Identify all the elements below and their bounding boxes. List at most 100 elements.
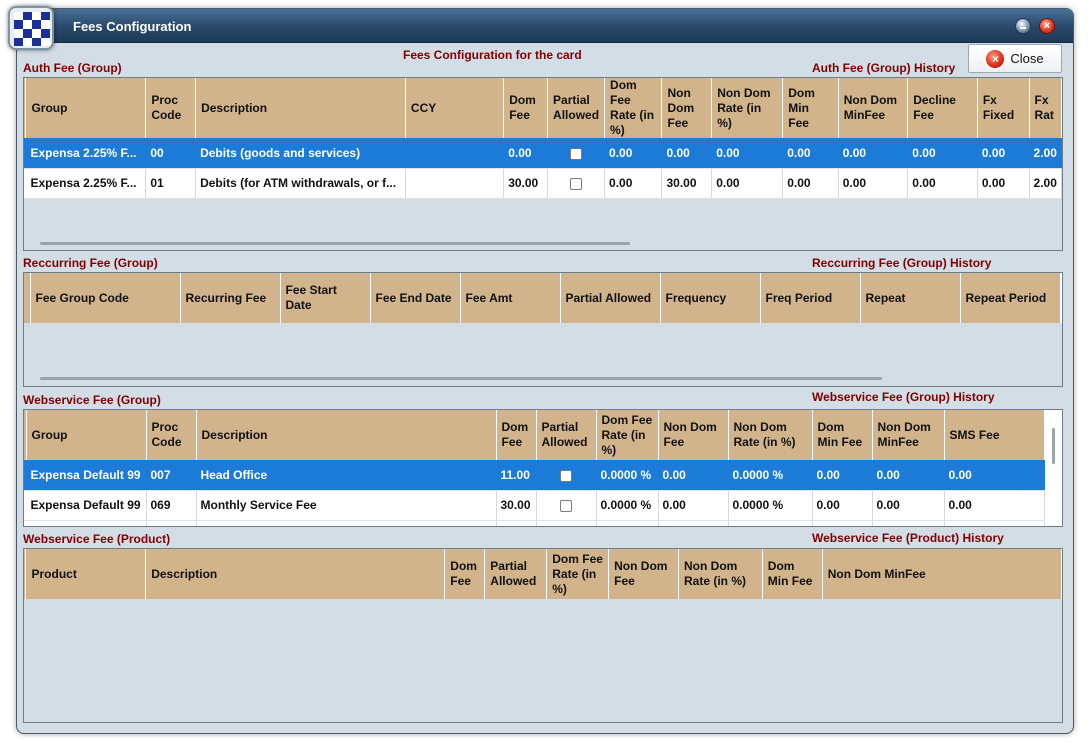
column-header[interactable]: Non Dom MinFee <box>838 78 909 138</box>
column-header[interactable]: Group <box>26 410 147 460</box>
webservice-group-vertical-scrollbar[interactable] <box>1052 428 1055 464</box>
column-header[interactable]: Non Dom Fee <box>658 410 729 460</box>
column-header[interactable]: Partial Allowed <box>536 410 597 460</box>
auth-fee-table: Group Proc Code Description CCY Dom Fee … <box>24 78 1062 199</box>
cell-decline-fee: 0.00 <box>907 168 978 199</box>
webservice-group-table: Group Proc Code Description Dom Fee Part… <box>24 410 1045 526</box>
column-header[interactable]: Group <box>25 78 147 138</box>
partial-allowed-checkbox[interactable] <box>570 147 583 160</box>
table-row[interactable]: Expensa Default 99 007 Head Office 11.00… <box>24 460 1045 491</box>
column-header[interactable]: Partial Allowed <box>484 549 548 599</box>
cell-fx-fixed: 0.00 <box>977 138 1030 169</box>
column-header[interactable]: Fee Start Date <box>280 273 371 323</box>
title-bar: Fees Configuration × <box>17 9 1073 43</box>
column-header[interactable]: Dom Fee <box>503 78 549 138</box>
app-logo-icon <box>14 12 50 46</box>
cell-non-dom-rate: 0.0000 % <box>728 490 813 521</box>
table-row[interactable]: Expensa 2.25% F... 00 Debits (goods and … <box>24 138 1062 169</box>
column-header[interactable]: Product <box>25 549 147 599</box>
column-header[interactable]: Dom Fee <box>444 549 486 599</box>
cell-dom-min-fee: 0.00 <box>782 168 839 199</box>
column-header[interactable]: Non Dom Fee <box>608 549 679 599</box>
cell-proc-code: 007 <box>146 460 197 491</box>
column-header[interactable]: Repeat <box>860 273 961 323</box>
column-header[interactable]: Fee End Date <box>370 273 461 323</box>
partial-allowed-checkbox[interactable] <box>560 499 572 512</box>
column-header[interactable]: Frequency <box>660 273 761 323</box>
column-header[interactable]: Recurring Fee <box>180 273 281 323</box>
column-header[interactable]: Non Dom MinFee <box>822 549 1062 599</box>
cell-ccy <box>405 168 505 199</box>
cell-dom-fee: 11.00 <box>496 460 537 491</box>
auth-fee-grid: Group Proc Code Description CCY Dom Fee … <box>23 77 1063 251</box>
cell-description: Monthly Service Fee <box>196 490 497 521</box>
window-close-button[interactable]: × <box>1039 18 1055 34</box>
webservice-product-history-link[interactable]: Webservice Fee (Product) History <box>812 531 1004 545</box>
cell-proc-code: 069 <box>146 490 197 521</box>
column-header[interactable]: SMS Fee <box>944 410 1045 460</box>
column-header[interactable]: Proc Code <box>145 78 197 138</box>
cell-dom-fee-rate: 0.00 <box>604 138 663 169</box>
column-header[interactable]: Partial Allowed <box>547 78 606 138</box>
cell-non-dom-fee: 30.00 <box>661 168 713 199</box>
column-header[interactable]: Non Dom Fee <box>661 78 713 138</box>
cell-proc-code: 01 <box>145 168 197 199</box>
column-header[interactable]: Fee Group Code <box>30 273 181 323</box>
cell-group: Expensa 2.25% F... <box>25 138 147 169</box>
recurring-fee-grid: Fee Group Code Recurring Fee Fee Start D… <box>23 272 1063 387</box>
column-header[interactable]: Non Dom MinFee <box>872 410 945 460</box>
minimize-button[interactable] <box>1015 18 1031 34</box>
column-header[interactable]: Dom Fee Rate (in %) <box>604 78 663 138</box>
column-header[interactable]: Decline Fee <box>907 78 978 138</box>
column-header[interactable]: Fee Amt <box>460 273 561 323</box>
column-header[interactable]: Non Dom Rate (in %) <box>678 549 763 599</box>
cell-group: Expensa Default 99 <box>26 490 147 521</box>
recurring-fee-history-link[interactable]: Reccurring Fee (Group) History <box>812 256 992 270</box>
page-subtitle: Fees Configuration for the card <box>403 48 582 62</box>
column-header[interactable]: Description <box>196 410 497 460</box>
cell-dom-fee-rate: 0.0000 % <box>596 460 659 491</box>
close-button[interactable]: × Close <box>968 44 1062 73</box>
webservice-product-grid: Product Description Dom Fee Partial Allo… <box>23 548 1063 723</box>
recurring-fee-horizontal-scrollbar[interactable] <box>40 377 882 380</box>
auth-fee-horizontal-scrollbar[interactable] <box>40 242 630 245</box>
cell-non-dom-fee: 0.00 <box>658 490 729 521</box>
cell-description: Debits (goods and services) <box>195 138 406 169</box>
column-header[interactable]: Dom Fee Rate (in %) <box>596 410 659 460</box>
cell-dom-fee-rate: 0.00 <box>604 168 663 199</box>
cell-description: Debits (for ATM withdrawals, or f... <box>195 168 406 199</box>
webservice-product-caption: Webservice Fee (Product) <box>23 532 171 546</box>
column-header[interactable]: Non Dom Rate (in %) <box>728 410 813 460</box>
column-header[interactable]: Description <box>195 78 406 138</box>
cell-dom-fee: 30.00 <box>496 490 537 521</box>
partial-allowed-checkbox[interactable] <box>570 177 583 190</box>
partial-allowed-checkbox[interactable] <box>560 469 572 482</box>
column-header[interactable]: Freq Period <box>760 273 861 323</box>
column-header[interactable]: Non Dom Rate (in %) <box>711 78 784 138</box>
cell-proc-code: 00 <box>145 138 197 169</box>
cell-non-dom-rate: 0.00 <box>711 168 784 199</box>
webservice-group-header-row: Group Proc Code Description Dom Fee Part… <box>24 410 1045 460</box>
column-header[interactable]: Dom Fee Rate (in %) <box>546 549 610 599</box>
column-header[interactable]: CCY <box>405 78 505 138</box>
auth-fee-history-link[interactable]: Auth Fee (Group) History <box>812 61 956 75</box>
column-header[interactable]: Repeat Period <box>960 273 1061 323</box>
column-header[interactable]: Dom Fee <box>496 410 537 460</box>
column-header[interactable]: Fx Fixed <box>977 78 1030 138</box>
table-row[interactable]: Expensa Default 99 069 Monthly Service F… <box>24 490 1045 521</box>
cell-dom-fee: 30.00 <box>503 168 549 199</box>
recurring-fee-table: Fee Group Code Recurring Fee Fee Start D… <box>24 273 1061 323</box>
fees-configuration-window: Fees Configuration × Fees Configuration … <box>16 8 1074 734</box>
column-header[interactable]: Proc Code <box>146 410 197 460</box>
recurring-fee-caption: Reccurring Fee (Group) <box>23 256 158 270</box>
column-header[interactable]: Description <box>145 549 446 599</box>
webservice-group-history-link[interactable]: Webservice Fee (Group) History <box>812 390 995 404</box>
column-header[interactable]: Dom Min Fee <box>812 410 873 460</box>
cell-description: Head Office <box>196 460 497 491</box>
column-header[interactable]: Fx Rat <box>1029 78 1062 138</box>
column-header[interactable]: Dom Min Fee <box>782 78 839 138</box>
table-row[interactable]: Expensa 2.25% F... 01 Debits (for ATM wi… <box>24 168 1062 199</box>
column-header[interactable]: Partial Allowed <box>560 273 661 323</box>
column-header[interactable]: Dom Min Fee <box>762 549 823 599</box>
cell-sms-fee: 0.00 <box>944 490 1045 521</box>
